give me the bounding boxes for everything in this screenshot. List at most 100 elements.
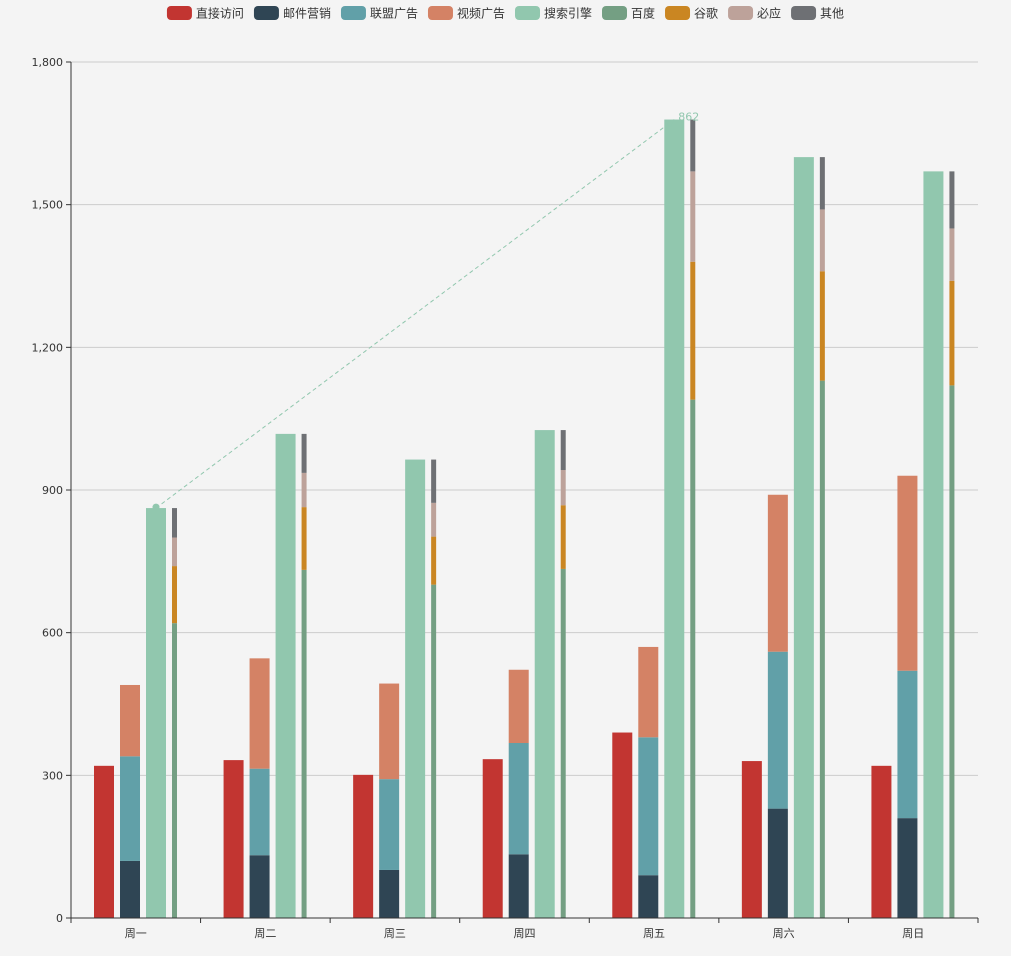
bar-series-6-4[interactable] bbox=[690, 261, 696, 400]
bar-series-0-6[interactable] bbox=[871, 765, 892, 918]
bar-series-2-1[interactable] bbox=[249, 768, 270, 856]
bar-series-4-2[interactable] bbox=[405, 459, 426, 918]
legend-swatch bbox=[791, 6, 817, 20]
bar-series-1-2[interactable] bbox=[379, 869, 400, 918]
mark-line-path bbox=[155, 119, 675, 509]
bar-series-0-0[interactable] bbox=[94, 765, 114, 918]
bar-series-5-3[interactable] bbox=[560, 568, 566, 918]
y-tick-label: 900 bbox=[42, 484, 63, 497]
bar-series-2-6[interactable] bbox=[897, 670, 918, 819]
bar-series-7-1[interactable] bbox=[301, 472, 307, 508]
bar-series-4-6[interactable] bbox=[923, 171, 944, 918]
bar-series-7-0[interactable] bbox=[172, 537, 177, 567]
legend[interactable]: 直接访问 邮件营销 联盟广告 视频广告 搜索引擎 百度 谷歌 必应 其他 bbox=[166, 6, 844, 21]
bar-series-7-4[interactable] bbox=[690, 171, 696, 262]
legend-swatch bbox=[253, 6, 279, 20]
bar-series-4-1[interactable] bbox=[275, 433, 296, 918]
mark-line-start-symbol bbox=[152, 503, 160, 511]
bar-series-8-4[interactable] bbox=[690, 119, 696, 172]
y-tick-label: 1,500 bbox=[32, 199, 64, 212]
bars bbox=[94, 119, 955, 919]
bar-series-5-0[interactable] bbox=[172, 623, 177, 918]
legend-label: 搜索引擎 bbox=[544, 6, 592, 21]
mark-line-label: 862 bbox=[678, 111, 699, 124]
legend-item-series-5[interactable]: 百度 bbox=[602, 6, 655, 21]
bar-series-0-5[interactable] bbox=[741, 761, 762, 918]
legend-swatch bbox=[728, 6, 754, 20]
bar-series-8-0[interactable] bbox=[172, 508, 177, 538]
x-tick-label: 周三 bbox=[384, 927, 406, 940]
bar-series-3-3[interactable] bbox=[508, 669, 529, 743]
bar-series-8-2[interactable] bbox=[431, 459, 437, 503]
legend-item-series-2[interactable]: 联盟广告 bbox=[340, 6, 418, 21]
legend-item-series-0[interactable]: 直接访问 bbox=[166, 6, 244, 21]
legend-swatch bbox=[427, 6, 453, 20]
bar-series-2-2[interactable] bbox=[379, 779, 400, 870]
bar-series-8-6[interactable] bbox=[949, 171, 955, 229]
bar-series-7-5[interactable] bbox=[819, 209, 825, 272]
bar-series-3-5[interactable] bbox=[767, 494, 788, 652]
bar-series-5-2[interactable] bbox=[431, 584, 437, 918]
bar-series-2-4[interactable] bbox=[638, 737, 659, 876]
legend-label: 视频广告 bbox=[457, 6, 505, 21]
legend-swatch bbox=[340, 6, 366, 20]
bar-series-3-6[interactable] bbox=[897, 475, 918, 671]
bar-series-1-6[interactable] bbox=[897, 818, 918, 918]
mark-line: 862 bbox=[152, 111, 699, 511]
bar-series-6-6[interactable] bbox=[949, 280, 955, 386]
bar-series-1-0[interactable] bbox=[120, 860, 140, 918]
bar-series-4-3[interactable] bbox=[534, 430, 555, 918]
bar-series-1-5[interactable] bbox=[767, 808, 788, 918]
bar-series-4-0[interactable] bbox=[146, 508, 166, 918]
bar-series-0-2[interactable] bbox=[353, 774, 374, 918]
bar-series-3-0[interactable] bbox=[120, 684, 140, 757]
legend-swatch bbox=[166, 6, 192, 20]
legend-item-series-1[interactable]: 邮件营销 bbox=[253, 6, 331, 21]
bar-series-2-0[interactable] bbox=[120, 756, 140, 861]
x-tick-label: 周六 bbox=[773, 927, 795, 940]
bar-series-1-3[interactable] bbox=[508, 854, 529, 918]
legend-item-series-4[interactable]: 搜索引擎 bbox=[514, 6, 592, 21]
bar-series-7-6[interactable] bbox=[949, 228, 955, 281]
axes: 0 300 600 900 1,200 1,500 1,800 周一 周二 周三 周四 周五 周六 周日 bbox=[32, 56, 979, 940]
legend-item-series-7[interactable]: 必应 bbox=[728, 6, 781, 21]
bar-series-8-5[interactable] bbox=[819, 157, 825, 210]
bar-series-1-4[interactable] bbox=[638, 875, 659, 918]
bar-series-0-3[interactable] bbox=[482, 759, 503, 918]
legend-label: 其他 bbox=[820, 7, 844, 21]
legend-item-series-8[interactable]: 其他 bbox=[791, 6, 844, 21]
bar-series-0-1[interactable] bbox=[223, 760, 244, 918]
x-tick-label: 周五 bbox=[643, 927, 665, 940]
bar-series-8-1[interactable] bbox=[301, 433, 307, 473]
mark-line-arrow bbox=[665, 119, 675, 128]
legend-item-series-6[interactable]: 谷歌 bbox=[665, 6, 718, 21]
bar-series-3-1[interactable] bbox=[249, 658, 270, 769]
bar-series-0-4[interactable] bbox=[612, 732, 633, 918]
bar-series-2-5[interactable] bbox=[767, 651, 788, 809]
x-tick-label: 周四 bbox=[514, 927, 536, 940]
bar-series-4-4[interactable] bbox=[664, 119, 685, 918]
y-tick-label: 1,800 bbox=[32, 56, 64, 69]
bar-series-5-4[interactable] bbox=[690, 399, 696, 919]
bar-series-7-3[interactable] bbox=[560, 470, 566, 506]
x-tick-label: 周日 bbox=[902, 927, 924, 940]
bar-series-3-2[interactable] bbox=[379, 683, 400, 780]
x-tick-label: 周一 bbox=[125, 927, 147, 940]
bar-series-6-5[interactable] bbox=[819, 271, 825, 381]
bar-series-5-1[interactable] bbox=[301, 569, 307, 918]
bar-series-7-2[interactable] bbox=[431, 502, 437, 537]
bar-series-5-6[interactable] bbox=[949, 385, 955, 918]
bar-series-5-5[interactable] bbox=[819, 380, 825, 919]
bar-series-2-3[interactable] bbox=[508, 742, 529, 855]
bar-series-6-3[interactable] bbox=[560, 505, 566, 569]
bar-series-6-0[interactable] bbox=[172, 566, 177, 624]
legend-label: 谷歌 bbox=[694, 6, 718, 21]
bar-series-4-5[interactable] bbox=[793, 157, 814, 919]
bar-series-3-4[interactable] bbox=[638, 646, 659, 738]
bar-series-6-2[interactable] bbox=[431, 536, 437, 585]
bar-series-1-1[interactable] bbox=[249, 855, 270, 918]
bar-series-6-1[interactable] bbox=[301, 507, 307, 570]
legend-item-series-3[interactable]: 视频广告 bbox=[427, 6, 505, 21]
legend-swatch bbox=[665, 6, 691, 20]
bar-series-8-3[interactable] bbox=[560, 430, 566, 471]
